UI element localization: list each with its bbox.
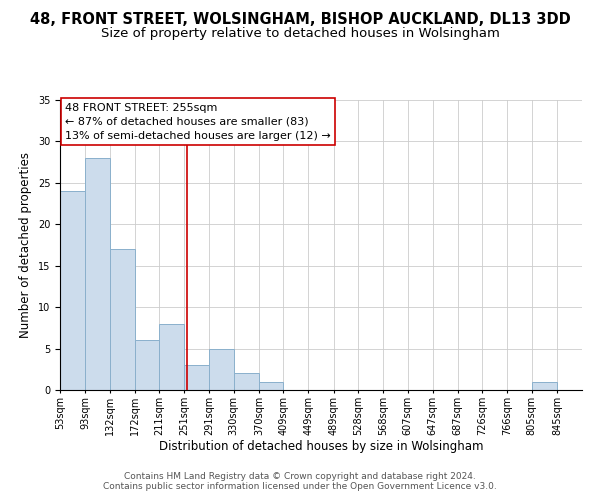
Bar <box>234 374 259 390</box>
X-axis label: Distribution of detached houses by size in Wolsingham: Distribution of detached houses by size … <box>159 440 483 454</box>
Bar <box>110 249 134 390</box>
Text: Contains HM Land Registry data © Crown copyright and database right 2024.: Contains HM Land Registry data © Crown c… <box>124 472 476 481</box>
Bar <box>184 365 209 390</box>
Bar <box>532 382 557 390</box>
Text: 48, FRONT STREET, WOLSINGHAM, BISHOP AUCKLAND, DL13 3DD: 48, FRONT STREET, WOLSINGHAM, BISHOP AUC… <box>29 12 571 28</box>
Text: 48 FRONT STREET: 255sqm
← 87% of detached houses are smaller (83)
13% of semi-de: 48 FRONT STREET: 255sqm ← 87% of detache… <box>65 103 331 141</box>
Bar <box>60 191 85 390</box>
Bar <box>159 324 184 390</box>
Bar <box>259 382 283 390</box>
Text: Size of property relative to detached houses in Wolsingham: Size of property relative to detached ho… <box>101 28 499 40</box>
Bar <box>85 158 110 390</box>
Bar <box>209 348 234 390</box>
Bar <box>134 340 159 390</box>
Y-axis label: Number of detached properties: Number of detached properties <box>19 152 32 338</box>
Text: Contains public sector information licensed under the Open Government Licence v3: Contains public sector information licen… <box>103 482 497 491</box>
